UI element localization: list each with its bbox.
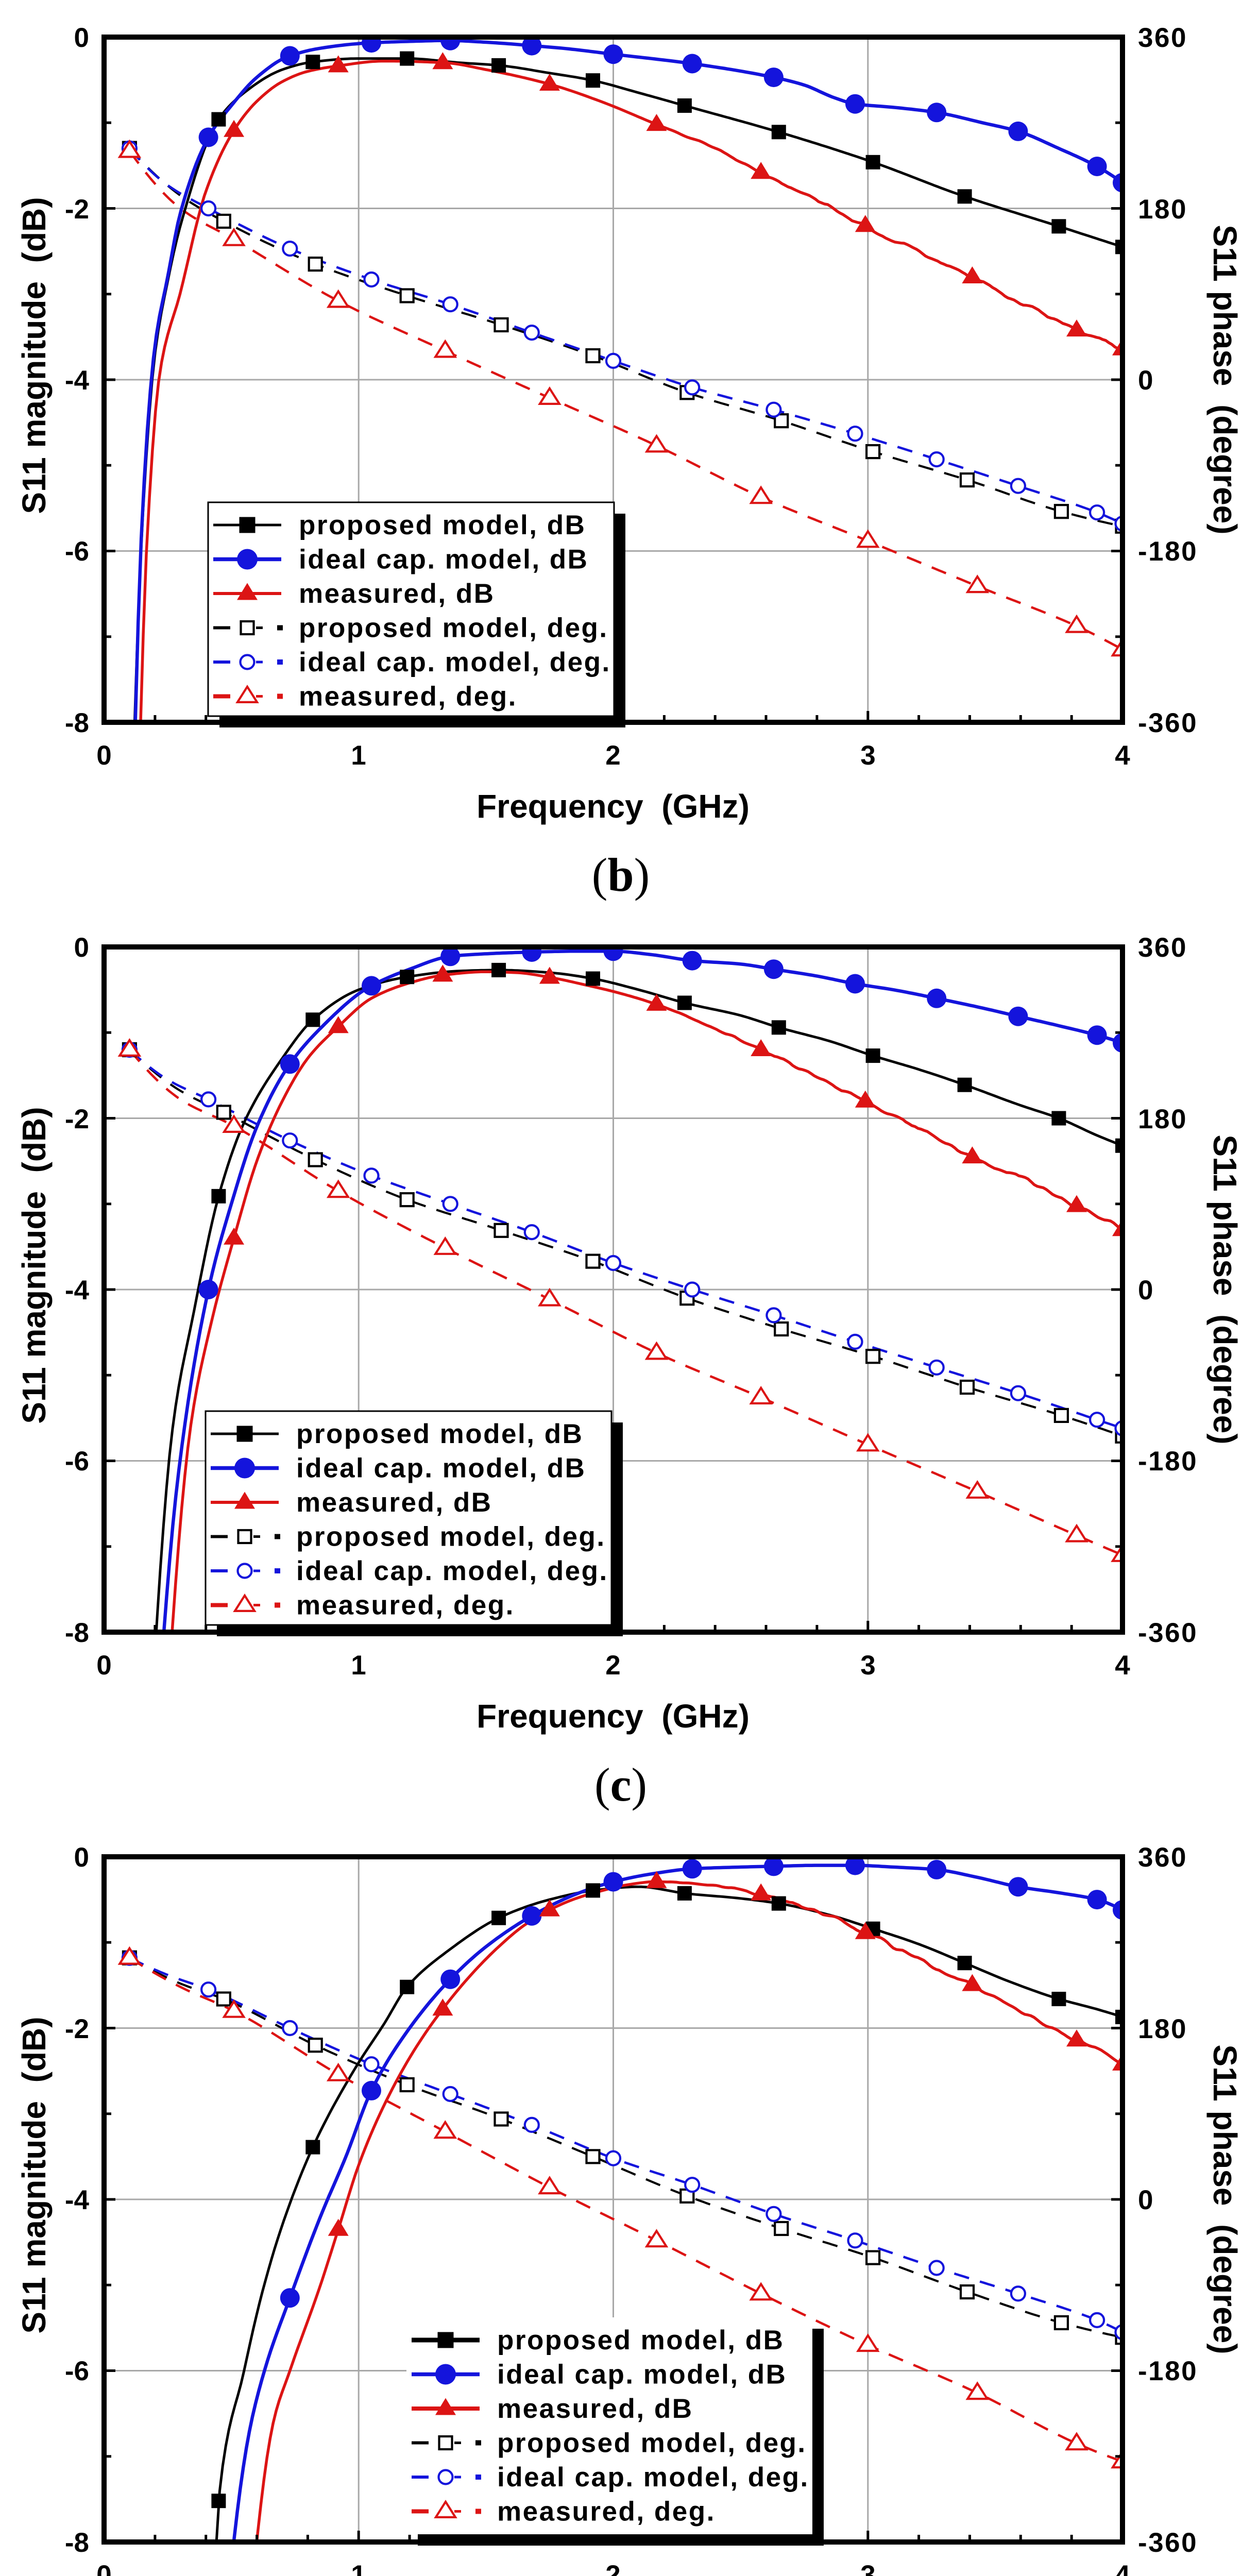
svg-text:1: 1 bbox=[351, 1650, 366, 1681]
svg-text:0: 0 bbox=[96, 1650, 111, 1681]
svg-text:S11 phase (degree): S11 phase (degree) bbox=[1206, 2044, 1242, 2354]
svg-text:1: 1 bbox=[351, 2560, 366, 2576]
svg-text:proposed model, dB: proposed model, dB bbox=[296, 1419, 583, 1449]
svg-text:360: 360 bbox=[1138, 1842, 1187, 1873]
svg-text:3: 3 bbox=[860, 1650, 875, 1681]
svg-text:-2: -2 bbox=[65, 1104, 89, 1134]
svg-text:ideal cap. model, dB: ideal cap. model, dB bbox=[299, 545, 588, 575]
svg-text:proposed model, deg.: proposed model, deg. bbox=[497, 2428, 807, 2459]
svg-text:0: 0 bbox=[1138, 1275, 1154, 1306]
svg-text:360: 360 bbox=[1138, 933, 1187, 963]
svg-text:-8: -8 bbox=[65, 708, 89, 738]
svg-text:-2: -2 bbox=[65, 194, 89, 225]
svg-text:-4: -4 bbox=[65, 1275, 90, 1306]
svg-text:proposed model, dB: proposed model, dB bbox=[497, 2325, 784, 2355]
svg-text:3: 3 bbox=[860, 2560, 875, 2576]
svg-text:4: 4 bbox=[1115, 1650, 1130, 1681]
svg-text:0: 0 bbox=[96, 2560, 111, 2576]
svg-text:measured, dB: measured, dB bbox=[299, 579, 495, 609]
svg-text:S11 phase (degree): S11 phase (degree) bbox=[1206, 1134, 1242, 1444]
svg-text:-6: -6 bbox=[65, 536, 89, 567]
svg-text:-360: -360 bbox=[1138, 2528, 1198, 2558]
svg-text:ideal cap. model, dB: ideal cap. model, dB bbox=[296, 1453, 586, 1484]
svg-text:-8: -8 bbox=[65, 1618, 89, 1648]
svg-text:1: 1 bbox=[351, 740, 366, 771]
svg-text:-180: -180 bbox=[1138, 2356, 1198, 2386]
svg-text:2: 2 bbox=[605, 740, 620, 771]
svg-text:3: 3 bbox=[860, 740, 875, 771]
svg-text:proposed model, dB: proposed model, dB bbox=[299, 510, 586, 540]
svg-text:S11 magnitude (dB): S11 magnitude (dB) bbox=[15, 197, 53, 514]
svg-text:measured, deg.: measured, deg. bbox=[497, 2497, 716, 2527]
svg-text:ideal cap. model, deg.: ideal cap. model, deg. bbox=[497, 2462, 809, 2493]
svg-text:0: 0 bbox=[96, 740, 111, 771]
svg-text:-4: -4 bbox=[65, 2185, 90, 2215]
svg-text:Frequency (GHz): Frequency (GHz) bbox=[477, 788, 750, 825]
svg-text:-360: -360 bbox=[1138, 708, 1198, 738]
svg-text:(b): (b) bbox=[592, 849, 650, 901]
svg-text:S11 magnitude (dB): S11 magnitude (dB) bbox=[15, 2016, 53, 2333]
svg-text:measured, deg.: measured, deg. bbox=[296, 1590, 515, 1621]
svg-text:0: 0 bbox=[1138, 365, 1154, 396]
svg-text:-2: -2 bbox=[65, 2014, 89, 2044]
svg-text:2: 2 bbox=[605, 1650, 620, 1681]
svg-text:ideal cap. model, dB: ideal cap. model, dB bbox=[497, 2360, 787, 2390]
svg-text:4: 4 bbox=[1115, 740, 1130, 771]
svg-text:-6: -6 bbox=[65, 1446, 89, 1477]
svg-text:0: 0 bbox=[74, 1842, 89, 1873]
svg-text:-6: -6 bbox=[65, 2356, 89, 2386]
svg-text:180: 180 bbox=[1138, 1104, 1187, 1134]
svg-text:S11 magnitude (dB): S11 magnitude (dB) bbox=[15, 1107, 53, 1423]
svg-text:(c): (c) bbox=[594, 1758, 647, 1811]
svg-text:-180: -180 bbox=[1138, 536, 1198, 567]
svg-text:measured, dB: measured, dB bbox=[296, 1487, 492, 1518]
svg-text:0: 0 bbox=[74, 933, 89, 963]
svg-text:2: 2 bbox=[605, 2560, 620, 2576]
svg-text:4: 4 bbox=[1115, 2560, 1130, 2576]
svg-text:ideal cap. model, deg.: ideal cap. model, deg. bbox=[299, 647, 611, 677]
svg-text:180: 180 bbox=[1138, 2014, 1187, 2044]
svg-text:0: 0 bbox=[1138, 2185, 1154, 2215]
svg-text:S11 phase (degree): S11 phase (degree) bbox=[1206, 225, 1242, 534]
svg-text:ideal cap. model, deg.: ideal cap. model, deg. bbox=[296, 1556, 608, 1586]
svg-text:proposed model, deg.: proposed model, deg. bbox=[299, 613, 608, 643]
svg-text:-360: -360 bbox=[1138, 1618, 1198, 1648]
svg-text:proposed model, deg.: proposed model, deg. bbox=[296, 1522, 606, 1552]
svg-text:0: 0 bbox=[74, 23, 89, 53]
svg-text:measured, deg.: measured, deg. bbox=[299, 682, 517, 712]
svg-text:measured, dB: measured, dB bbox=[497, 2394, 693, 2424]
svg-text:180: 180 bbox=[1138, 194, 1187, 225]
svg-text:360: 360 bbox=[1138, 23, 1187, 53]
svg-text:Frequency (GHz): Frequency (GHz) bbox=[477, 1698, 750, 1735]
svg-text:-4: -4 bbox=[65, 365, 90, 396]
svg-text:-8: -8 bbox=[65, 2528, 89, 2558]
svg-text:-180: -180 bbox=[1138, 1446, 1198, 1477]
